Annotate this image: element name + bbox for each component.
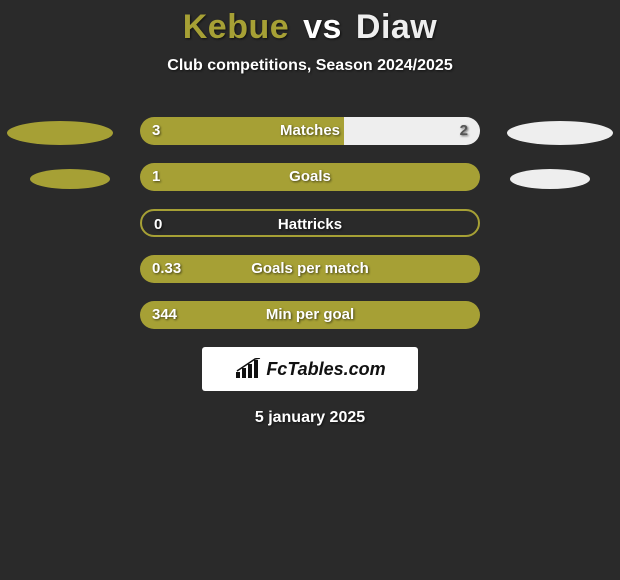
stat-row: Hattricks0 <box>0 209 620 237</box>
comparison-title: Kebue vs Diaw <box>0 0 620 47</box>
player1-name: Kebue <box>183 8 289 46</box>
stat-row: Matches3 2 <box>0 117 620 145</box>
stat-value-left: 0.33 <box>152 255 181 283</box>
stat-row: Goals1 <box>0 163 620 191</box>
logo-box: FcTables.com <box>202 347 418 391</box>
bars-icon <box>234 358 262 380</box>
stat-value-left: 0 <box>154 211 162 235</box>
vs-word: vs <box>303 8 342 46</box>
stat-bar: Min per goal344 <box>140 301 480 329</box>
player1-ellipse <box>7 121 113 145</box>
player2-ellipse <box>507 121 613 145</box>
stats-container: Matches3 2 Goals1 Hattricks0 Goals per match… <box>0 117 620 329</box>
stat-label: Hattricks <box>142 211 478 235</box>
snapshot-date: 5 january 2025 <box>0 409 620 427</box>
stat-label: Goals per match <box>140 255 480 283</box>
stat-bar: Goals1 <box>140 163 480 191</box>
stat-bar: Hattricks0 <box>140 209 480 237</box>
subtitle: Club competitions, Season 2024/2025 <box>0 57 620 75</box>
stat-bar: Goals per match0.33 <box>140 255 480 283</box>
stat-row: Min per goal344 <box>0 301 620 329</box>
stat-bar: Matches3 2 <box>140 117 480 145</box>
stat-row: Goals per match0.33 <box>0 255 620 283</box>
stat-value-left: 344 <box>152 301 177 329</box>
stat-value-left: 1 <box>152 163 160 191</box>
stat-label: Min per goal <box>140 301 480 329</box>
stat-value-right: 2 <box>460 117 468 145</box>
player2-ellipse <box>510 169 590 189</box>
stat-label: Goals <box>140 163 480 191</box>
stat-value-left: 3 <box>152 117 160 145</box>
player2-name: Diaw <box>356 8 437 46</box>
player1-ellipse <box>30 169 110 189</box>
stat-label: Matches <box>140 117 480 145</box>
logo-text: FcTables.com <box>266 359 385 380</box>
